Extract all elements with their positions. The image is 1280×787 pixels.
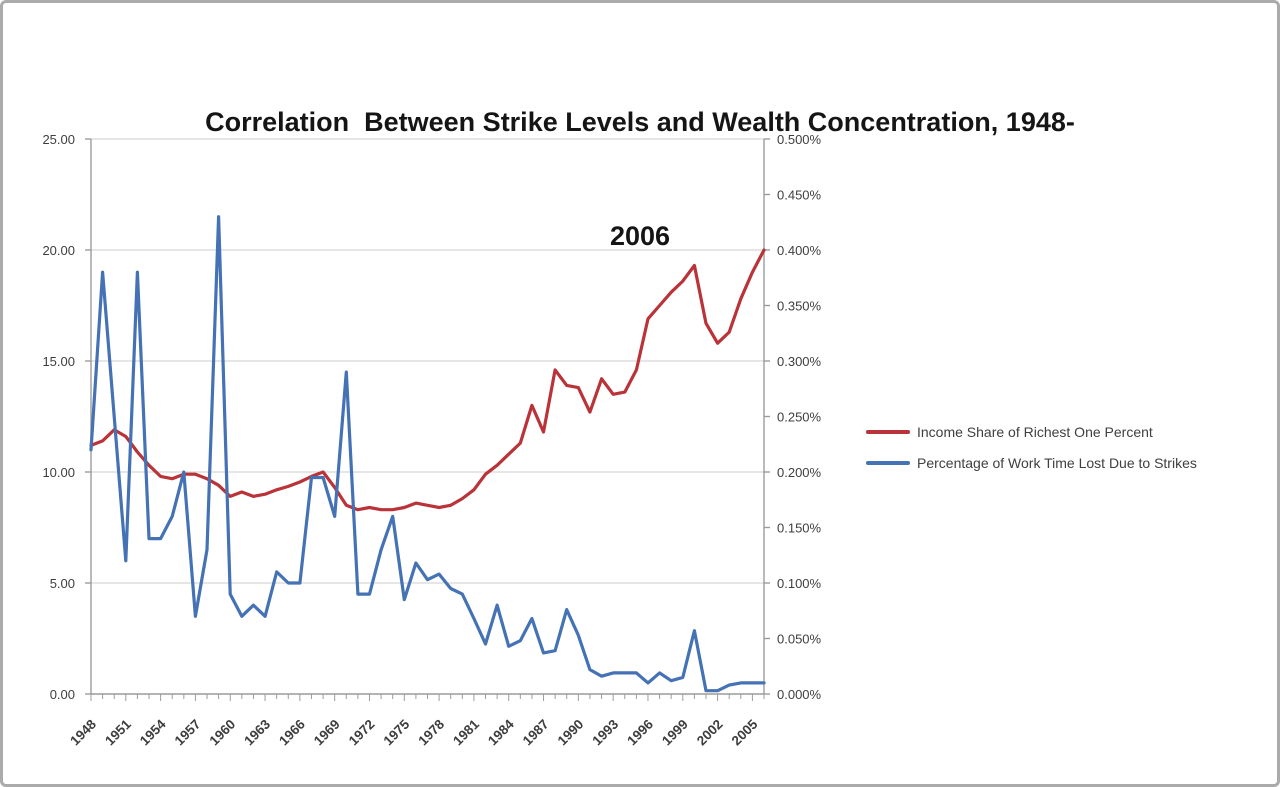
x-axis-tick-label: 1999 xyxy=(659,717,691,749)
left-axis-tick-label: 0.00 xyxy=(50,687,75,702)
legend-label-income-share: Income Share of Richest One Percent xyxy=(917,424,1153,440)
x-axis-tick-label: 1987 xyxy=(520,717,552,749)
left-axis-tick-label: 15.00 xyxy=(42,354,75,369)
legend: Income Share of Richest One Percent Perc… xyxy=(866,424,1197,471)
x-axis-tick-label: 2002 xyxy=(694,717,726,749)
series-line-income-share xyxy=(89,248,766,512)
right-axis-tick-label: 0.400% xyxy=(777,243,822,258)
x-axis-tick-label: 1975 xyxy=(381,716,413,748)
left-axis-tick-label: 10.00 xyxy=(42,465,75,480)
right-axis-tick-label: 0.200% xyxy=(777,465,822,480)
chart-title-line-1: Correlation Between Strike Levels and We… xyxy=(205,107,1075,137)
x-axis-tick-label: 1948 xyxy=(67,716,99,748)
x-axis-tick-label: 1993 xyxy=(589,716,621,748)
legend-item-strikes[interactable]: Percentage of Work Time Lost Due to Stri… xyxy=(866,455,1197,471)
blue-line-swatch xyxy=(866,461,910,465)
right-axis-tick-label: 0.300% xyxy=(777,354,822,369)
left-axis-tick-label: 5.00 xyxy=(50,576,75,591)
x-axis-tick-label: 1951 xyxy=(102,716,134,748)
right-axis-tick-label: 0.250% xyxy=(777,410,822,425)
right-axis-tick-label: 0.350% xyxy=(777,299,822,314)
x-axis-tick-label: 2005 xyxy=(729,716,761,748)
x-axis-tick-label: 1990 xyxy=(555,717,587,749)
gridlines xyxy=(91,138,764,584)
right-axis-labels: 0.000% 0.050% 0.100% 0.150% 0.200% 0.250% 0.30… xyxy=(764,132,822,702)
x-axis-tick-label: 1960 xyxy=(207,717,239,749)
x-axis-tick-label: 1984 xyxy=(485,716,517,748)
left-axis-tick-label: 20.00 xyxy=(42,243,75,258)
legend-item-income-share[interactable]: Income Share of Richest One Percent xyxy=(866,424,1197,440)
x-axis-labels: 1948 1951 1954 1957 1960 1963 1966 1969 1972 1975… xyxy=(67,694,765,749)
right-axis-tick-label: 0.000% xyxy=(777,687,822,702)
x-axis-tick-label: 1978 xyxy=(415,716,447,748)
x-axis-tick-label: 1969 xyxy=(311,717,343,749)
legend-label-strikes: Percentage of Work Time Lost Due to Stri… xyxy=(917,455,1197,471)
plot-area: 0.00 5.00 10.00 15.00 20.00 25.00 0.000% 0.050%… xyxy=(42,132,822,749)
right-axis-tick-label: 0.050% xyxy=(777,632,822,647)
right-axis-tick-label: 0.500% xyxy=(777,132,822,147)
left-axis-tick-label: 25.00 xyxy=(42,132,75,147)
x-axis-tick-label: 1957 xyxy=(172,717,204,749)
series-line-strikes xyxy=(89,215,766,693)
left-axis-labels: 0.00 5.00 10.00 15.00 20.00 25.00 xyxy=(42,132,91,702)
chart-title: Correlation Between Strike Levels and We… xyxy=(100,27,1180,331)
x-axis-tick-label: 1966 xyxy=(276,716,308,748)
x-axis-tick-label: 1972 xyxy=(346,717,378,749)
chart-title-line-2: 2006 xyxy=(609,221,671,251)
right-axis-tick-label: 0.450% xyxy=(777,188,822,203)
x-axis-tick-label: 1981 xyxy=(450,716,482,748)
axes xyxy=(90,139,765,695)
right-axis-tick-label: 0.100% xyxy=(777,576,822,591)
right-axis-tick-label: 0.150% xyxy=(777,521,822,536)
x-axis-tick-label: 1954 xyxy=(137,716,169,748)
x-axis-tick-label: 1996 xyxy=(624,716,656,748)
red-line-swatch xyxy=(866,430,910,434)
x-axis-tick-label: 1963 xyxy=(241,716,273,748)
